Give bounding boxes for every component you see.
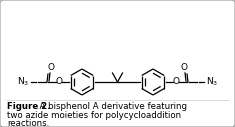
Text: reactions.: reactions. [7, 119, 49, 127]
Text: N$_3$: N$_3$ [17, 76, 29, 88]
Text: O: O [180, 63, 188, 72]
Text: Figure 2.: Figure 2. [7, 102, 51, 111]
Text: N$_3$: N$_3$ [206, 76, 218, 88]
Text: O: O [172, 77, 180, 86]
Text: two azide moieties for polycycloaddition: two azide moieties for polycycloaddition [7, 110, 181, 120]
Text: O: O [47, 63, 55, 72]
Text: A bisphenol A derivative featuring: A bisphenol A derivative featuring [34, 102, 187, 111]
Text: O: O [55, 77, 63, 86]
